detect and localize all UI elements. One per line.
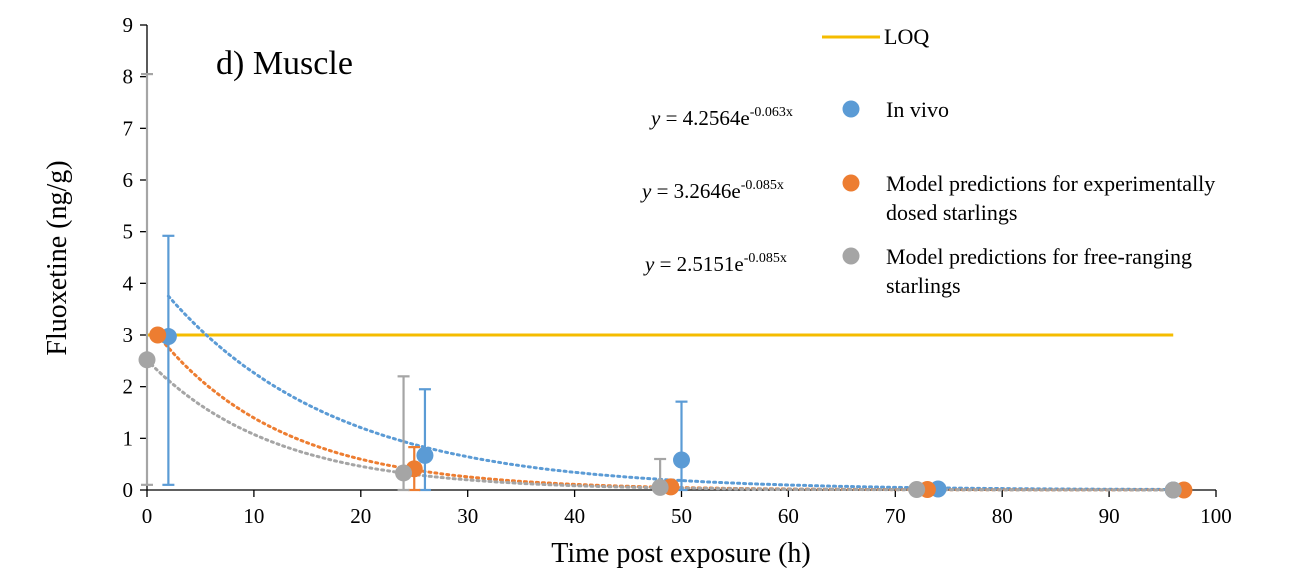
data-point-0 xyxy=(416,446,434,464)
y-tick-label: 2 xyxy=(123,375,134,399)
legend-marker-2 xyxy=(842,247,860,265)
legend: LOQ In vivo Model predictions for experime… xyxy=(822,24,1215,298)
data-point-0 xyxy=(673,451,690,469)
legend-label-2-0: Model predictions for free-ranging xyxy=(886,244,1192,269)
y-tick-label: 9 xyxy=(123,13,134,37)
data-point-2 xyxy=(395,464,413,482)
x-tick-label: 90 xyxy=(1099,504,1120,528)
x-tick-label: 60 xyxy=(778,504,799,528)
trendline-equation-1: y = 3.2646e-0.085x xyxy=(640,178,784,203)
equation-body: = 2.5151e xyxy=(654,252,743,276)
panel-title: d) Muscle xyxy=(216,45,353,82)
x-tick-label: 80 xyxy=(992,504,1013,528)
y-tick-label: 0 xyxy=(123,478,134,502)
x-tick-label: 40 xyxy=(564,504,585,528)
legend-loq-label: LOQ xyxy=(884,24,929,49)
x-tick-label: 70 xyxy=(885,504,906,528)
x-tick-label: 100 xyxy=(1200,504,1232,528)
y-tick-label: 4 xyxy=(123,271,134,295)
legend-marker-1 xyxy=(842,174,860,192)
x-axis-title: Time post exposure (h) xyxy=(551,538,811,569)
trendline-equation-2: y = 2.5151e-0.085x xyxy=(643,251,787,276)
error-bar-layer xyxy=(141,72,923,492)
data-point-1 xyxy=(149,326,167,344)
y-tick-label: 3 xyxy=(123,323,134,347)
equation-variable: y xyxy=(649,106,661,130)
legend-label-0-0: In vivo xyxy=(886,97,949,122)
data-point-2 xyxy=(908,480,926,498)
y-tick-label: 8 xyxy=(123,65,134,89)
x-tick-label: 30 xyxy=(457,504,478,528)
equation-body: = 3.2646e xyxy=(651,179,740,203)
x-tick-label: 0 xyxy=(142,504,153,528)
trendline-1 xyxy=(156,333,1186,492)
y-axis-title: Fluoxetine (ng/g) xyxy=(42,160,73,355)
x-tick-label: 10 xyxy=(243,504,264,528)
y-tick-label: 5 xyxy=(123,220,134,244)
x-tick-label: 50 xyxy=(671,504,692,528)
equation-exponent: -0.085x xyxy=(741,178,784,193)
legend-marker-0 xyxy=(842,100,860,118)
data-point-layer xyxy=(138,326,1193,499)
y-tick-label: 7 xyxy=(123,116,134,140)
x-tick-label: 20 xyxy=(350,504,371,528)
trendline-0 xyxy=(166,294,1175,491)
equation-body: = 4.2564e xyxy=(660,106,749,130)
data-point-2 xyxy=(1164,481,1182,499)
y-tick-label: 6 xyxy=(123,168,134,192)
legend-label-2-1: starlings xyxy=(886,273,961,298)
legend-label-1-1: dosed starlings xyxy=(886,200,1017,225)
equation-variable: y xyxy=(640,179,652,203)
trendline-equation-0: y = 4.2564e-0.063x xyxy=(649,105,793,130)
y-tick-label: 1 xyxy=(123,426,134,450)
data-point-2 xyxy=(138,351,156,369)
data-point-2 xyxy=(651,478,669,496)
equation-exponent: -0.085x xyxy=(744,251,787,266)
equation-exponent: -0.063x xyxy=(750,105,793,120)
trendline-layer xyxy=(145,294,1186,492)
equation-variable: y xyxy=(643,252,655,276)
legend-label-1-0: Model predictions for experimentally xyxy=(886,171,1215,196)
